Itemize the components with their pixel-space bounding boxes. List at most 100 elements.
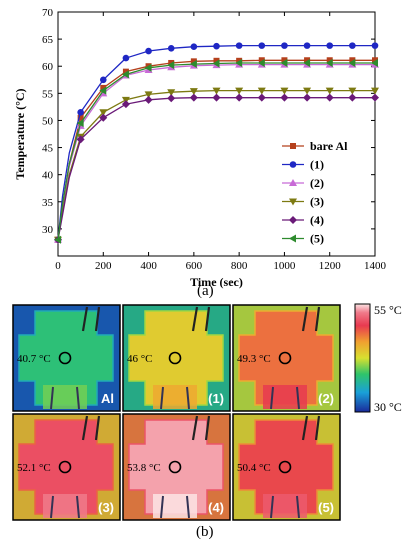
- panel-label: (3): [98, 500, 114, 515]
- data-point: [122, 54, 130, 62]
- heated-plate: [128, 419, 224, 515]
- y-tick-label: 45: [42, 143, 54, 155]
- heated-plate: [18, 310, 114, 406]
- panel-label: (2): [318, 391, 334, 406]
- heated-plate: [238, 310, 334, 406]
- connector-wire: [296, 495, 300, 519]
- series-line: [57, 89, 375, 240]
- data-point: [77, 114, 84, 121]
- x-tick-label: 1200: [319, 260, 342, 272]
- legend-marker: [290, 143, 296, 149]
- probe-wire: [191, 306, 199, 332]
- panel-border: [12, 413, 121, 521]
- series-3: [54, 87, 379, 244]
- y-tick-label: 70: [42, 7, 54, 19]
- data-point: [372, 57, 378, 64]
- data-point: [190, 58, 197, 65]
- x-axis-label: Time (sec): [190, 275, 243, 289]
- connector-wire: [186, 495, 190, 519]
- colorbar: [354, 303, 371, 413]
- legend-entry: (3): [310, 195, 324, 209]
- probe-wire: [204, 306, 211, 332]
- probe-wire: [301, 415, 309, 441]
- caption-b: (b): [196, 524, 214, 540]
- data-point: [189, 88, 198, 96]
- thermal-panel-5: 50.4 °C (5): [232, 413, 341, 521]
- panel-label: (5): [318, 500, 334, 515]
- data-point: [349, 57, 356, 64]
- data-point: [235, 58, 243, 67]
- data-point: [303, 58, 311, 67]
- data-point: [371, 87, 379, 95]
- series-5: [54, 58, 378, 244]
- data-point: [213, 42, 220, 50]
- x-tick-label: 600: [186, 260, 203, 272]
- panel-label: (1): [208, 391, 224, 406]
- data-point: [144, 91, 153, 99]
- probe-wire: [204, 415, 211, 441]
- data-point: [212, 93, 221, 102]
- thermal-images: 40.7 °C Al 46 °C (1) 49.3 °C (2) 52.1 °C (3) 53.…: [12, 303, 402, 521]
- data-point: [257, 93, 266, 102]
- data-point: [303, 42, 311, 49]
- data-point: [371, 58, 378, 67]
- data-point: [121, 70, 129, 79]
- data-point: [349, 42, 356, 49]
- y-tick-label: 50: [42, 115, 54, 127]
- data-point: [371, 93, 379, 102]
- data-point: [304, 57, 311, 64]
- connector-wire: [296, 386, 300, 410]
- measurement-spot: [168, 460, 182, 474]
- measurement-spot: [58, 351, 72, 365]
- series-4: [54, 93, 379, 244]
- data-point: [121, 100, 130, 109]
- connector-block: [153, 494, 197, 518]
- connector-block: [263, 385, 307, 409]
- panel-temperature: 46 °C: [127, 353, 153, 365]
- data-point: [348, 58, 356, 67]
- x-tick-label: 1400: [364, 260, 387, 272]
- panel-temperature: 40.7 °C: [17, 353, 51, 365]
- panel-border: [232, 413, 341, 521]
- panel-temperature: 52.1 °C: [17, 462, 51, 474]
- thermal-panel-0: 40.7 °C Al: [12, 304, 121, 412]
- data-point: [167, 61, 175, 70]
- data-point: [371, 42, 379, 49]
- data-point: [76, 135, 85, 144]
- y-tick-label: 40: [42, 170, 54, 182]
- probe-wire: [94, 306, 101, 332]
- legend: bare Al (1) (2) (3) (4) (5): [282, 139, 348, 246]
- legend-entry: (2): [310, 176, 324, 190]
- y-tick-label: 55: [42, 88, 54, 100]
- data-point: [235, 87, 244, 95]
- data-point: [99, 76, 107, 84]
- probe-wire: [191, 415, 199, 441]
- data-point: [235, 93, 244, 102]
- data-point: [258, 57, 265, 64]
- heated-plate: [18, 419, 114, 515]
- x-tick-label: 0: [55, 260, 61, 272]
- data-point: [280, 58, 288, 67]
- data-point: [99, 86, 107, 95]
- panel-label: Al: [101, 391, 114, 406]
- panel-temperature: 50.4 °C: [237, 462, 271, 474]
- data-point: [213, 57, 220, 64]
- panel-border: [122, 304, 231, 412]
- colorbar-min-label: 30 °C: [374, 400, 402, 414]
- measurement-spot: [278, 351, 292, 365]
- x-tick-label: 200: [95, 260, 112, 272]
- panel-temperature: 49.3 °C: [237, 353, 271, 365]
- colorbar-max-label: 55 °C: [374, 303, 402, 317]
- data-point: [189, 60, 197, 69]
- plot-frame: [57, 11, 376, 257]
- heated-plate: [128, 310, 224, 406]
- probe-wire: [301, 306, 309, 332]
- data-point: [281, 57, 288, 64]
- y-tick-label: 35: [42, 197, 54, 209]
- data-point: [167, 89, 176, 97]
- connector-wire: [76, 495, 80, 519]
- connector-block: [263, 494, 307, 518]
- probe-wire: [94, 415, 101, 441]
- legend-entry: bare Al: [310, 139, 348, 153]
- data-point: [99, 113, 108, 122]
